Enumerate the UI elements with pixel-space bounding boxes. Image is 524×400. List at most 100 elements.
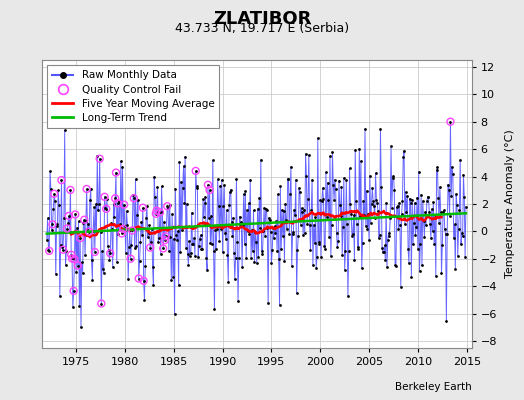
Point [88,277,96,283]
Point [161,237,169,243]
Point [120,202,128,208]
Point [421,208,429,215]
Point [169,274,177,280]
Point [379,249,388,255]
Point [321,246,329,252]
Point [462,204,470,210]
Point [416,268,424,274]
Point [339,224,347,231]
Point [189,241,198,248]
Point [436,208,445,215]
Point [353,221,361,228]
Point [198,246,206,252]
Point [236,221,245,227]
Point [326,252,335,259]
Point [200,214,208,221]
Point [396,222,404,228]
Point [325,234,333,240]
Point [143,203,151,210]
Point [447,193,455,199]
Point [345,165,354,172]
Point [165,248,173,255]
Point [163,203,171,209]
Point [460,194,468,200]
Point [213,176,222,182]
Point [441,231,450,238]
Point [418,262,426,268]
Point [108,226,116,232]
Point [381,257,389,263]
Point [228,232,236,239]
Point [304,196,312,202]
Point [208,240,216,247]
Point [90,204,98,210]
Point [188,210,196,216]
Point [118,164,127,170]
Point [261,206,270,212]
Point [432,273,440,279]
Point [303,221,311,227]
Point [434,195,442,201]
Point [300,206,308,213]
Point [308,176,316,183]
Point [397,284,405,290]
Point [94,207,102,213]
Point [195,235,204,242]
Point [83,226,92,232]
Point [71,211,80,218]
Point [204,214,213,221]
Point [48,221,57,228]
Point [292,176,300,183]
Point [239,191,248,198]
Point [187,250,195,256]
Point [92,201,100,207]
Point [204,182,212,188]
Point [82,186,91,192]
Point [376,232,384,238]
Point [438,242,446,248]
Point [366,172,374,179]
Point [344,248,353,255]
Point [412,224,420,230]
Point [129,195,138,202]
Point [235,254,243,261]
Point [453,202,461,208]
Point [225,202,233,208]
Point [277,246,286,253]
Point [129,195,138,202]
Point [221,230,229,236]
Point [411,232,420,238]
Point [93,153,102,159]
Point [110,201,118,208]
Point [106,250,114,256]
Point [256,225,264,231]
Point [102,206,111,212]
Point [141,262,149,269]
Point [178,227,186,234]
Point [407,200,415,206]
Point [78,259,86,266]
Point [57,177,66,183]
Point [380,242,389,249]
Point [335,178,343,184]
Point [155,234,163,241]
Point [296,189,304,195]
Point [365,237,373,243]
Point [186,252,194,259]
Point [343,221,351,227]
Point [295,185,303,192]
Point [60,127,69,133]
Point [177,178,185,185]
Point [137,219,145,225]
Point [369,198,377,204]
Point [111,195,119,202]
Point [249,207,258,213]
Point [282,226,291,232]
Point [117,230,126,237]
Point [79,220,88,226]
Point [257,248,266,254]
Point [241,241,249,247]
Point [159,245,167,252]
Point [441,226,449,232]
Point [70,256,79,262]
